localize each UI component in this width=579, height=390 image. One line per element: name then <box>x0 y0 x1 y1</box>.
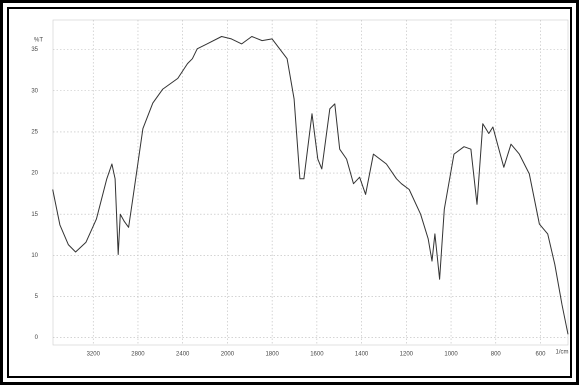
y-tick-label: 10 <box>31 253 38 259</box>
x-tick-label: 2800 <box>131 352 145 358</box>
inner-frame <box>7 7 572 378</box>
spectrum-line <box>52 36 569 335</box>
x-tick-label: 1800 <box>265 352 279 358</box>
x-axis-label: 1/cm <box>555 350 568 356</box>
y-tick-label: 0 <box>35 335 39 341</box>
y-axis-label: %T <box>34 38 43 44</box>
x-tick-label: 1000 <box>444 352 458 358</box>
x-tick-label: 2400 <box>176 352 190 358</box>
x-tick-label: 2000 <box>221 352 235 358</box>
y-tick-label: 35 <box>31 47 38 53</box>
y-tick-label: 20 <box>31 171 38 177</box>
y-tick-label: 15 <box>31 212 38 218</box>
y-tick-label: 25 <box>31 129 38 135</box>
x-tick-label: 800 <box>491 352 502 358</box>
x-tick-label: 1600 <box>310 352 324 358</box>
x-tick-label: 600 <box>535 352 546 358</box>
y-tick-label: 30 <box>31 88 38 94</box>
y-tick-label: 5 <box>35 294 39 300</box>
plot-area <box>52 19 569 346</box>
x-tick-label: 1200 <box>400 352 414 358</box>
x-tick-label: 1400 <box>355 352 369 358</box>
x-tick-label: 3200 <box>87 352 101 358</box>
